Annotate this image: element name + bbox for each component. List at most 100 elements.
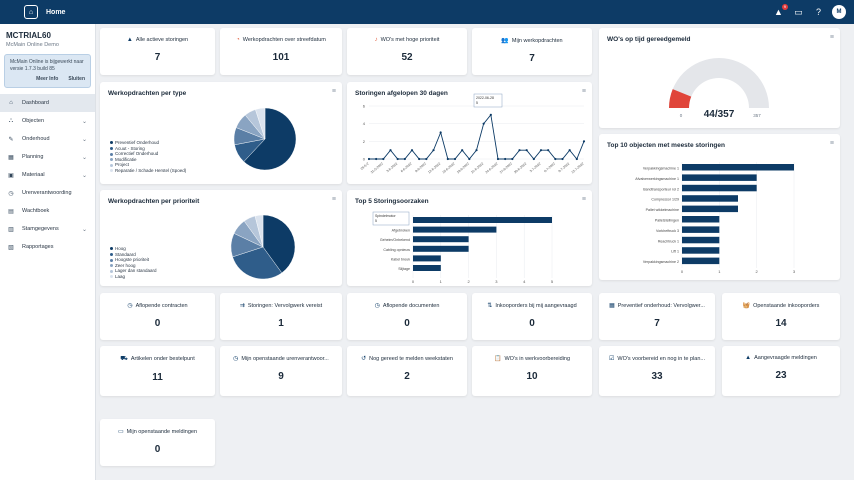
bar-label: Bandtransporteur rol 2 [643,187,679,191]
kpi-card-requested-reports[interactable]: ▲ Aangevraagde meldingen 23 [722,346,840,396]
legend-label: Hoogste prioriteit [115,257,150,263]
help-icon[interactable]: ? [815,7,821,17]
warning-icon: ▲ [745,355,752,361]
kpi-card-my-workorders[interactable]: 👥 Mijn werkopdrachten 7 [472,28,592,75]
sidebar-item-planning[interactable]: ▦ Planning ⌄ [0,148,95,166]
sidebar-item-stamgegevens[interactable]: ▥ Stamgegevens ⌄ [0,220,95,238]
x-tick-label: 24-6-2022 [485,162,499,175]
kpi-card-my-open-reports[interactable]: ▭ Mijn openstaande meldingen 0 [100,419,215,466]
kpi-value: 0 [154,444,161,455]
clock-icon: ◷ [8,190,14,197]
kpi-label: Preventief onderhoud: Vervolgwer... [617,302,705,309]
kpi-label: Nog gereed te melden weekstaten [369,355,453,362]
more-info-button[interactable]: Meer Info [36,76,59,82]
data-point [439,131,442,134]
bar [682,236,720,244]
legend-label: Zeer hoog [115,262,136,268]
kpi-card-overdue-workorders[interactable]: ◔ Werkopdrachten over streefdatum 101 [220,28,342,75]
menu-icon[interactable]: ≡ [829,34,834,41]
close-notice-button[interactable]: Sluiten [68,76,85,82]
sidebar-item-urenverantwoording[interactable]: ◷ Urenverantwoording [0,184,95,202]
sidebar-item-objecten[interactable]: ⛬ Objecten ⌄ [0,112,95,130]
y-tick-label: 2 [363,139,366,144]
card-title: Top 10 objecten met meeste storingen [607,142,725,149]
data-point [539,149,543,152]
pie-slice [232,246,283,280]
kpi-card-purchase-requests[interactable]: ⇅ Inkooporders bij mij aangevraagd 0 [472,293,592,340]
top-bar: ⌂ Home ▲ 9 ▭ ? M [0,0,854,24]
update-notice-text: McMain Online is bijgewerkt naar versie … [10,59,84,72]
kpi-card-followup-required[interactable]: ⇉ Storingen: Vervolgwerk vereist 1 [220,293,342,340]
bar [682,164,794,171]
kpi-card-below-reorder[interactable]: ⛟ Artikelen onder bestelpunt 11 [100,346,215,396]
kpi-card-prepared-to-plan[interactable]: ☑ WO's voorbereid en nog in te plan... 33 [599,346,715,396]
menu-icon[interactable]: ≡ [581,88,586,95]
legend-swatch [110,163,113,167]
kpi-card-preventive-followup[interactable]: ▦ Preventief onderhoud: Vervolgwer... 7 [599,293,715,340]
kpi-value: 10 [526,371,538,382]
menu-icon[interactable]: ≡ [581,196,586,203]
x-tick-label: 6-7-2022 [543,162,556,174]
x-tick-label: 31-5-2022 [370,162,384,175]
bar [413,226,497,233]
menu-icon[interactable]: ≡ [331,196,336,203]
bar-label: Kabel breuk [391,257,410,261]
sidebar-item-rapportages[interactable]: ▧ Rapportages [0,238,95,256]
pie-svg-priority [230,214,296,280]
data-point [468,157,471,161]
kpi-card-open-purchase-orders[interactable]: 🧺 Openstaande inkooporders 14 [722,293,840,340]
legend-swatch [110,269,113,273]
legend-item: Hoog [110,246,157,252]
x-tick-label: 30-6-2022 [513,162,527,175]
app-logo-icon[interactable]: ⌂ [24,5,38,19]
x-tick-label: 0 [681,269,684,274]
data-point [403,157,406,161]
gauge-track [669,58,769,108]
sidebar-item-wachtboek[interactable]: ▤ Wachtboek [0,202,95,220]
kpi-card-weekstates[interactable]: ↺ Nog gereed te melden weekstaten 2 [347,346,467,396]
kpi-card-high-priority[interactable]: ♪ WO's met hoge prioriteit 52 [347,28,467,75]
kpi-label: Aflopende contracten [135,302,188,309]
x-tick-label: 3 [495,279,498,284]
kpi-card-my-open-hours[interactable]: ◷ Mijn openstaande urenverantwoor... 9 [220,346,342,396]
tooltip-date: 2022-06-28 [476,96,494,100]
menu-icon[interactable]: ≡ [331,88,336,95]
clock-icon: ◷ [127,303,133,309]
alert-icon[interactable]: ▲ 9 [774,3,788,17]
data-point [561,157,564,161]
data-point [432,149,435,152]
kpi-card-active-failures[interactable]: ▲ Alle actieve storingen 7 [100,28,215,75]
menu-icon[interactable]: ≡ [829,140,834,147]
data-point [396,157,399,161]
org-subtitle: McMain Online Demo [6,42,59,48]
sidebar: MCTRIAL60 McMain Online Demo McMain Onli… [0,24,96,480]
data-point [367,157,371,161]
kpi-label: Alle actieve storingen [135,37,189,43]
avatar[interactable]: M [832,5,846,19]
kpi-card-expiring-contracts[interactable]: ◷ Aflopende contracten 0 [100,293,215,340]
sidebar-item-dashboard[interactable]: ⌂ Dashboard [0,94,95,112]
clock-icon: ◷ [233,356,239,362]
tooltip-value: 5 [476,101,478,105]
sidebar-item-label: Planning [22,154,44,160]
sidebar-item-materiaal[interactable]: ▣ Materiaal ⌄ [0,166,95,184]
bar-label: Afgebroken [392,229,410,233]
bar [413,245,469,252]
box-icon: ▣ [8,172,14,179]
legend-label: Lager dan standaard [115,268,157,274]
bar [413,236,469,243]
home-icon: ⌂ [9,100,13,106]
gauge-max: 357 [753,113,761,118]
card-title: Storingen afgelopen 30 dagen [355,90,448,97]
bar [682,216,720,223]
kpi-label: Aangevraagde meldingen [754,355,817,361]
data-point [547,149,550,152]
sidebar-item-onderhoud[interactable]: ✎ Onderhoud ⌄ [0,130,95,148]
kpi-card-expiring-documents[interactable]: ◷ Aflopende documenten 0 [347,293,467,340]
kpi-value: 2 [404,371,410,382]
chat-icon[interactable]: ▭ [794,6,803,17]
legend-item: Laag [110,274,157,280]
sidebar-item-label: Onderhoud [22,136,50,142]
kpi-card-in-preparation[interactable]: 📋 WO's in werkvoorbereiding 10 [472,346,592,396]
legend-swatch [110,264,113,268]
